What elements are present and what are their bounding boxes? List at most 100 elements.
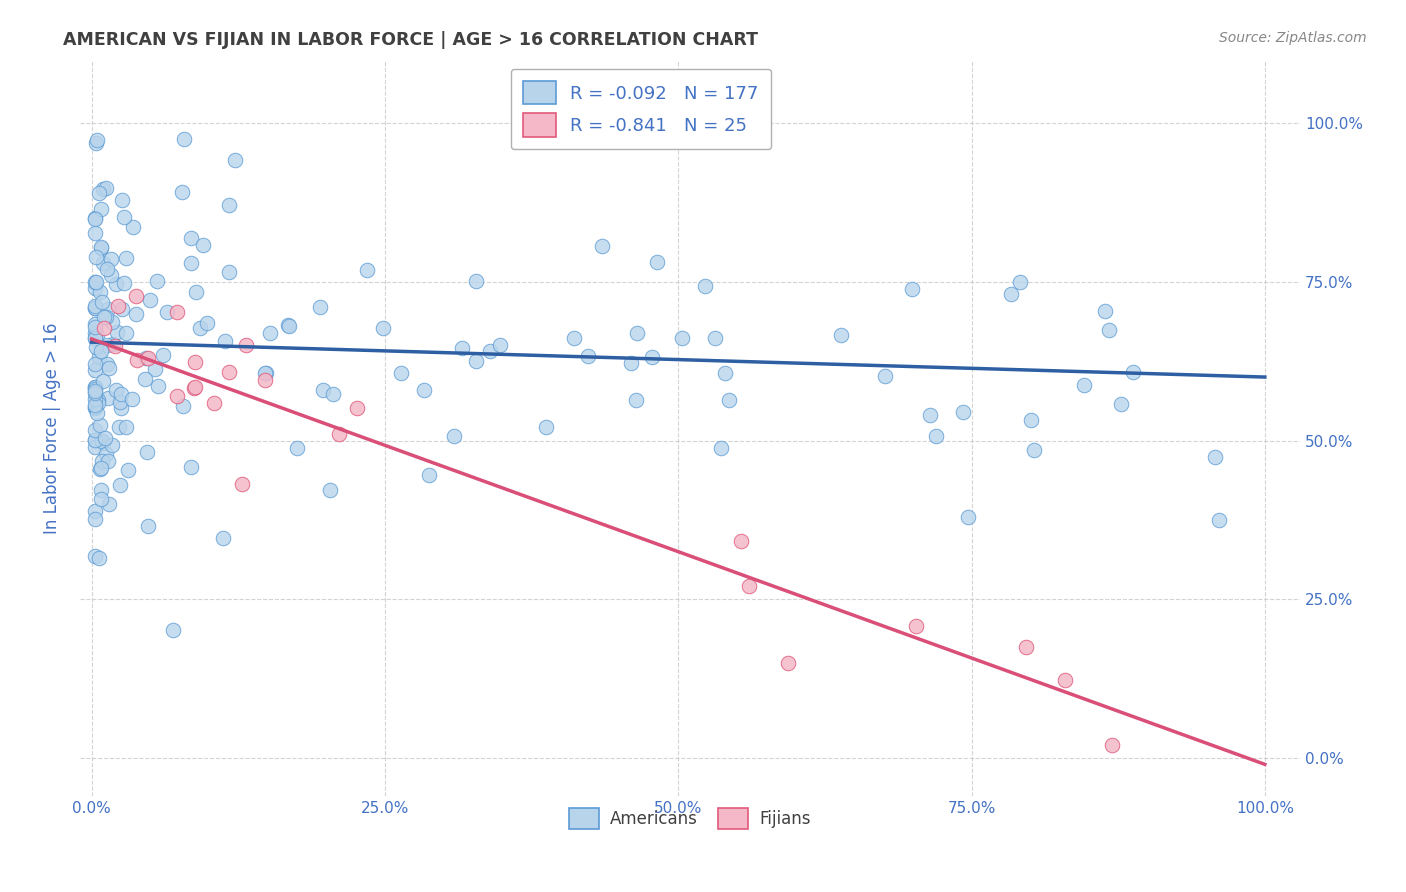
Point xyxy=(905,619,928,633)
Point xyxy=(97,453,120,467)
Text: AMERICAN VS FIJIAN IN LABOR FORCE | AGE > 16 CORRELATION CHART: AMERICAN VS FIJIAN IN LABOR FORCE | AGE … xyxy=(63,31,758,49)
Point xyxy=(94,431,117,445)
Point xyxy=(90,483,112,498)
Point xyxy=(87,551,110,566)
Point xyxy=(156,305,179,319)
Point xyxy=(624,392,647,407)
Point xyxy=(107,299,129,313)
Point xyxy=(96,261,118,276)
Point xyxy=(218,198,240,212)
Point xyxy=(1019,412,1042,426)
Point xyxy=(450,341,472,355)
Point xyxy=(253,373,276,387)
Point xyxy=(322,387,344,401)
Point xyxy=(84,392,107,406)
Point xyxy=(91,182,114,196)
Point xyxy=(93,310,115,324)
Point xyxy=(218,365,240,379)
Point xyxy=(112,276,135,290)
Point xyxy=(127,352,149,367)
Point xyxy=(84,504,107,518)
Point xyxy=(1208,513,1230,527)
Point xyxy=(901,282,924,296)
Point xyxy=(135,445,157,459)
Legend: Americans, Fijians: Americans, Fijians xyxy=(562,801,818,836)
Point xyxy=(136,519,159,533)
Point xyxy=(100,252,122,267)
Point xyxy=(952,405,974,419)
Point xyxy=(84,380,107,394)
Point xyxy=(84,281,107,295)
Point xyxy=(104,383,127,397)
Point xyxy=(97,302,120,317)
Point xyxy=(214,334,236,349)
Point xyxy=(184,380,207,394)
Point xyxy=(84,331,107,345)
Point xyxy=(90,460,112,475)
Point xyxy=(184,285,207,299)
Point xyxy=(84,320,107,334)
Point xyxy=(184,355,207,369)
Point xyxy=(1094,303,1116,318)
Point xyxy=(93,375,115,389)
Point xyxy=(84,401,107,416)
Point xyxy=(101,337,124,351)
Point xyxy=(1111,397,1133,411)
Point xyxy=(254,366,277,380)
Point xyxy=(620,356,643,370)
Point xyxy=(162,624,184,638)
Point xyxy=(89,350,111,364)
Point xyxy=(138,351,160,365)
Point xyxy=(693,279,716,293)
Point xyxy=(122,219,145,234)
Point xyxy=(90,202,112,216)
Point xyxy=(730,534,752,549)
Point xyxy=(285,441,308,455)
Point xyxy=(830,328,852,343)
Point xyxy=(259,326,281,341)
Point xyxy=(277,318,299,333)
Point xyxy=(94,181,117,195)
Point xyxy=(91,255,114,269)
Point xyxy=(576,349,599,363)
Point xyxy=(145,362,167,376)
Point xyxy=(183,381,205,395)
Point xyxy=(84,275,107,289)
Point xyxy=(146,379,169,393)
Point xyxy=(84,276,107,290)
Point xyxy=(443,429,465,443)
Point xyxy=(84,433,107,447)
Point xyxy=(173,132,195,146)
Point xyxy=(86,133,108,147)
Point xyxy=(713,366,735,380)
Point xyxy=(115,252,138,266)
Point xyxy=(112,210,135,224)
Point xyxy=(1022,442,1045,457)
Point xyxy=(84,301,107,315)
Point xyxy=(84,212,107,227)
Point xyxy=(86,396,108,410)
Point xyxy=(84,384,107,398)
Text: Source: ZipAtlas.com: Source: ZipAtlas.com xyxy=(1219,31,1367,45)
Point xyxy=(125,307,148,321)
Point xyxy=(626,326,648,340)
Point xyxy=(86,406,108,420)
Point xyxy=(84,433,107,447)
Point xyxy=(956,510,979,524)
Point xyxy=(90,241,112,255)
Point xyxy=(84,136,107,150)
Point xyxy=(93,321,115,335)
Point xyxy=(172,399,194,413)
Point xyxy=(84,250,107,264)
Point xyxy=(356,263,378,277)
Point xyxy=(110,478,132,492)
Point xyxy=(418,468,440,483)
Point xyxy=(591,239,613,253)
Point xyxy=(84,440,107,454)
Point xyxy=(170,185,193,199)
Point xyxy=(110,387,132,401)
Point xyxy=(90,492,112,507)
Point xyxy=(84,379,107,393)
Point xyxy=(89,285,111,300)
Point xyxy=(218,265,240,279)
